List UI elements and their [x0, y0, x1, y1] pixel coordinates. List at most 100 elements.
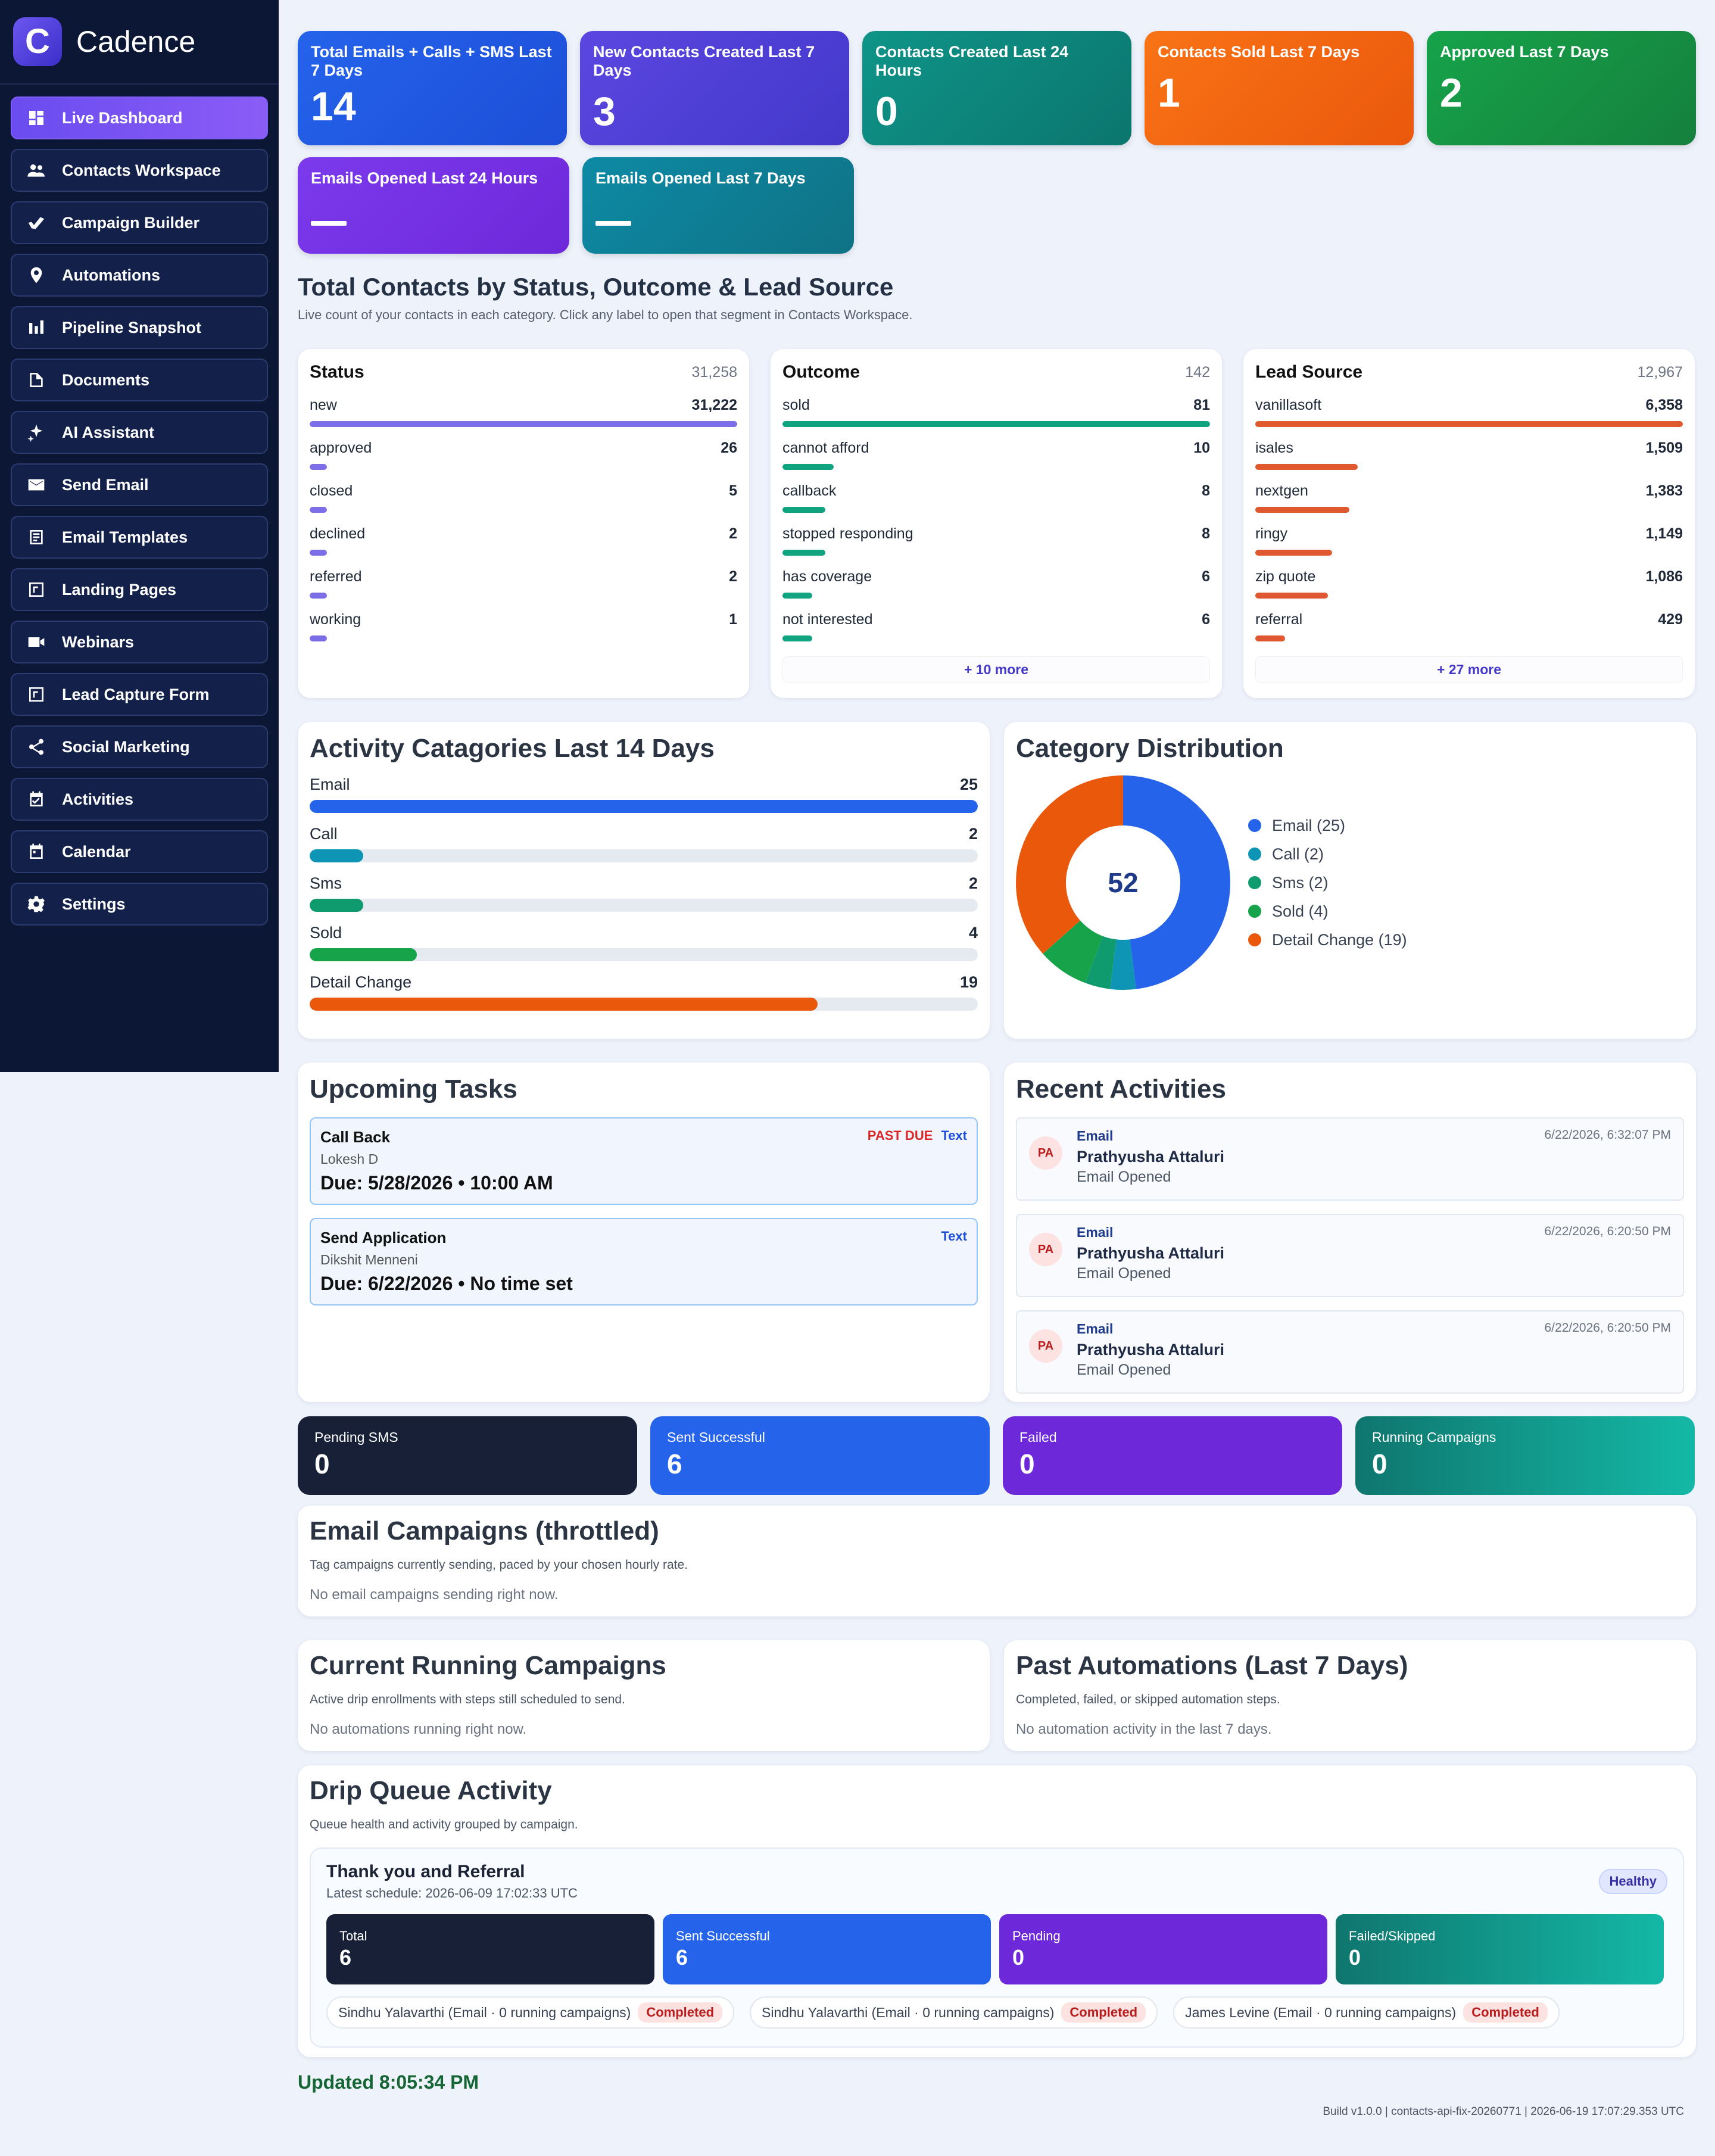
mail-icon — [26, 475, 46, 495]
drip-campaign[interactable]: Thank you and Referral Latest schedule: … — [310, 1847, 1684, 2048]
activity-item[interactable]: PA Email 6/22/2026, 6:32:07 PM Prathyusha A… — [1016, 1117, 1684, 1201]
segment-row[interactable]: vanillasoft 6,358 — [1255, 397, 1683, 440]
avatar: PA — [1029, 1329, 1062, 1363]
segment-row[interactable]: closed 5 — [310, 482, 737, 525]
activity-item[interactable]: PA Email 6/22/2026, 6:20:50 PM Prathyusha A… — [1016, 1310, 1684, 1394]
sparkle-icon — [26, 422, 46, 443]
kpi-card[interactable]: Contacts Sold Last 7 Days 1 — [1145, 31, 1414, 145]
legend-label: Detail Change (19) — [1272, 930, 1407, 949]
segment-label[interactable]: referred — [310, 568, 362, 585]
sidebar-item-calendar[interactable]: Calendar — [11, 830, 268, 873]
legend-item[interactable]: Call (2) — [1248, 840, 1407, 868]
segment-row[interactable]: nextgen 1,383 — [1255, 482, 1683, 525]
segment-row[interactable]: declined 2 — [310, 525, 737, 568]
segment-label[interactable]: ringy — [1255, 525, 1288, 542]
activity-contact[interactable]: Prathyusha Attaluri — [1077, 1148, 1225, 1166]
sidebar-item-campaign-builder[interactable]: Campaign Builder — [11, 201, 268, 244]
drip-recipients: Sindhu Yalavarthi (Email · 0 running cam… — [326, 1996, 1667, 2029]
segment-row[interactable]: approved 26 — [310, 440, 737, 482]
sidebar-item-live-dashboard[interactable]: Live Dashboard — [11, 96, 268, 139]
sidebar-item-send-email[interactable]: Send Email — [11, 463, 268, 506]
sidebar-item-activities[interactable]: Activities — [11, 778, 268, 821]
segment-row[interactable]: referral 429 — [1255, 611, 1683, 654]
segment-row[interactable]: zip quote 1,086 — [1255, 568, 1683, 611]
segment-row[interactable]: stopped responding 8 — [782, 525, 1210, 568]
sidebar-item-email-templates[interactable]: Email Templates — [11, 516, 268, 559]
kpi-card[interactable]: Emails Opened Last 7 Days — — [582, 157, 854, 254]
sidebar-item-webinars[interactable]: Webinars — [11, 621, 268, 663]
sidebar-item-lead-capture-form[interactable]: Lead Capture Form — [11, 673, 268, 716]
segment-label[interactable]: closed — [310, 482, 353, 499]
sidebar-item-settings[interactable]: Settings — [11, 883, 268, 926]
recipient-pill[interactable]: Sindhu Yalavarthi (Email · 0 running cam… — [326, 1996, 735, 2029]
segment-row[interactable]: new 31,222 — [310, 397, 737, 440]
segment-label[interactable]: stopped responding — [782, 525, 913, 542]
activity-contact[interactable]: Prathyusha Attaluri — [1077, 1341, 1225, 1359]
task-card[interactable]: Send Application Text Dikshit Menneni Due: … — [310, 1218, 978, 1306]
task-title: Call Back — [320, 1128, 391, 1146]
kpi-empty-value: — — [311, 221, 347, 226]
segment-label[interactable]: new — [310, 397, 337, 413]
segment-label[interactable]: not interested — [782, 611, 873, 628]
sidebar-item-pipeline-snapshot[interactable]: Pipeline Snapshot — [11, 306, 268, 349]
segment-label[interactable]: zip quote — [1255, 568, 1316, 585]
segment-row[interactable]: ringy 1,149 — [1255, 525, 1683, 568]
legend-item[interactable]: Detail Change (19) — [1248, 926, 1407, 954]
sidebar-item-contacts-workspace[interactable]: Contacts Workspace — [11, 149, 268, 192]
sidebar-item-social-marketing[interactable]: Social Marketing — [11, 725, 268, 768]
recipient-pill[interactable]: Sindhu Yalavarthi (Email · 0 running cam… — [750, 1996, 1158, 2029]
kpi-card[interactable]: Contacts Created Last 24 Hours 0 — [862, 31, 1131, 145]
segment-row[interactable]: callback 8 — [782, 482, 1210, 525]
segment-row[interactable]: referred 2 — [310, 568, 737, 611]
task-card[interactable]: Call Back PAST DUE Text Lokesh D Due: 5/28/2… — [310, 1117, 978, 1205]
sidebar-item-ai-assistant[interactable]: AI Assistant — [11, 411, 268, 454]
kpi-card[interactable]: Total Emails + Calls + SMS Last 7 Days 14 — [298, 31, 567, 145]
segment-label[interactable]: sold — [782, 397, 810, 413]
sidebar-item-landing-pages[interactable]: Landing Pages — [11, 568, 268, 611]
activity-card: Activity Catagories Last 14 Days Email 25… — [298, 722, 990, 1039]
segment-label[interactable]: callback — [782, 482, 837, 499]
legend-item[interactable]: Email (25) — [1248, 811, 1407, 840]
drip-stat-label: Pending — [1012, 1928, 1061, 1943]
segment-label[interactable]: approved — [310, 440, 372, 456]
segment-row[interactable]: sold 81 — [782, 397, 1210, 440]
segment-label[interactable]: has coverage — [782, 568, 872, 585]
segment-label[interactable]: referral — [1255, 611, 1303, 628]
show-more-button[interactable]: + 27 more — [1255, 656, 1683, 683]
segment-row[interactable]: isales 1,509 — [1255, 440, 1683, 482]
kpi-card[interactable]: Emails Opened Last 24 Hours — — [298, 157, 569, 254]
segment-top: ringy 1,149 — [1255, 525, 1683, 543]
segment-row[interactable]: working 1 — [310, 611, 737, 654]
kpi-card[interactable]: New Contacts Created Last 7 Days 3 — [580, 31, 849, 145]
segment-label[interactable]: vanillasoft — [1255, 397, 1322, 413]
segment-row[interactable]: not interested 6 — [782, 611, 1210, 654]
segment-label[interactable]: cannot afford — [782, 440, 869, 456]
activity-item[interactable]: PA Email 6/22/2026, 6:20:50 PM Prathyusha A… — [1016, 1214, 1684, 1297]
status-card: Status 31,258 new 31,222 approved 26 closed 5 de… — [298, 349, 749, 698]
activity-kind: Email — [1077, 1321, 1114, 1336]
donut-wrap: 52 Email (25) Call (2) Sms (2) Sold (4) Deta… — [1016, 775, 1684, 990]
sms-stat-value: 0 — [1372, 1448, 1387, 1479]
segment-label[interactable]: nextgen — [1255, 482, 1308, 499]
recipient-pill[interactable]: James Levine (Email · 0 running campaign… — [1173, 1996, 1560, 2029]
segment-row[interactable]: cannot afford 10 — [782, 440, 1210, 482]
segment-label[interactable]: working — [310, 611, 361, 628]
sidebar-item-documents[interactable]: Documents — [11, 359, 268, 401]
sidebar-item-label: Lead Capture Form — [62, 685, 210, 703]
sidebar-item-automations[interactable]: Automations — [11, 254, 268, 297]
segment-row[interactable]: has coverage 6 — [782, 568, 1210, 611]
segment-label[interactable]: declined — [310, 525, 366, 542]
email-campaigns-subtitle: Tag campaigns currently sending, paced b… — [310, 1558, 688, 1572]
task-type-tag: Text — [941, 1128, 967, 1143]
show-more-button[interactable]: + 10 more — [782, 656, 1210, 683]
kpi-card[interactable]: Approved Last 7 Days 2 — [1427, 31, 1696, 145]
segment-label[interactable]: isales — [1255, 440, 1293, 456]
legend-swatch — [1248, 819, 1261, 832]
activity-label: Call — [310, 825, 338, 843]
legend-item[interactable]: Sold (4) — [1248, 897, 1407, 926]
brand[interactable]: C Cadence — [0, 0, 279, 85]
activity-fill — [310, 899, 363, 912]
legend-item[interactable]: Sms (2) — [1248, 868, 1407, 897]
dashboard-icon — [26, 108, 46, 128]
activity-contact[interactable]: Prathyusha Attaluri — [1077, 1244, 1225, 1262]
